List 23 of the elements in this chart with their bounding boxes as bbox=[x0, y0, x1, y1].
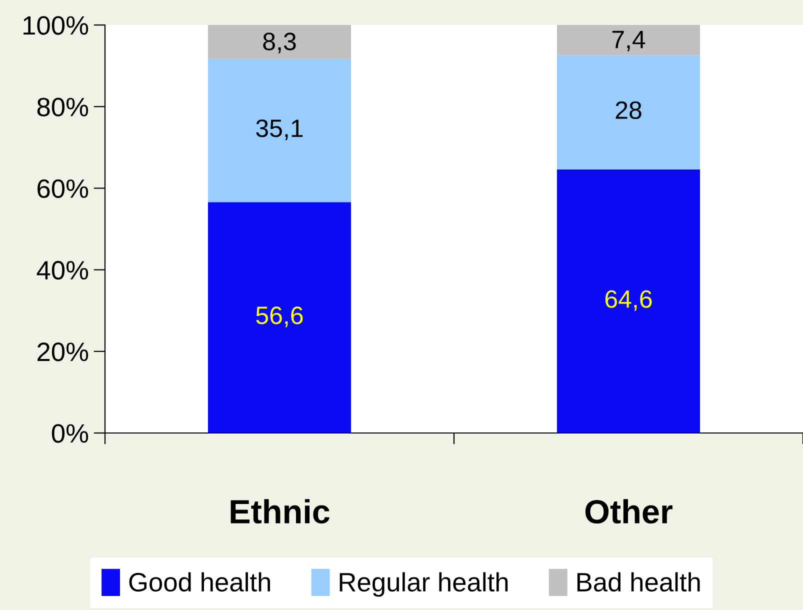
bar bbox=[208, 58, 352, 202]
y-tick-label: 40% bbox=[36, 260, 88, 280]
y-tick-label: 60% bbox=[38, 179, 88, 198]
legend-label: Good health bbox=[129, 572, 270, 592]
bar bbox=[208, 202, 352, 433]
data-label: 7,4 bbox=[612, 30, 646, 52]
data-label: 56,6 bbox=[256, 306, 303, 328]
bar bbox=[556, 25, 700, 56]
bar bbox=[556, 55, 700, 170]
data-label: 35,1 bbox=[256, 119, 303, 140]
y-tick-label: 20% bbox=[38, 342, 88, 362]
data-label: 28 bbox=[616, 101, 642, 120]
data-label: 64,6 bbox=[605, 290, 652, 311]
x-tick-label: Other bbox=[585, 499, 672, 524]
data-label: 8,3 bbox=[263, 32, 296, 54]
legend-label: Bad health bbox=[577, 572, 700, 592]
y-tick-label: 0% bbox=[52, 424, 88, 443]
legend-label: Regular health bbox=[340, 572, 508, 597]
bar bbox=[556, 169, 700, 433]
x-tick-label: Ethnic bbox=[230, 499, 330, 524]
y-tick-label: 100% bbox=[24, 16, 88, 35]
y-tick-label: 80% bbox=[37, 98, 88, 116]
bar bbox=[208, 25, 352, 59]
